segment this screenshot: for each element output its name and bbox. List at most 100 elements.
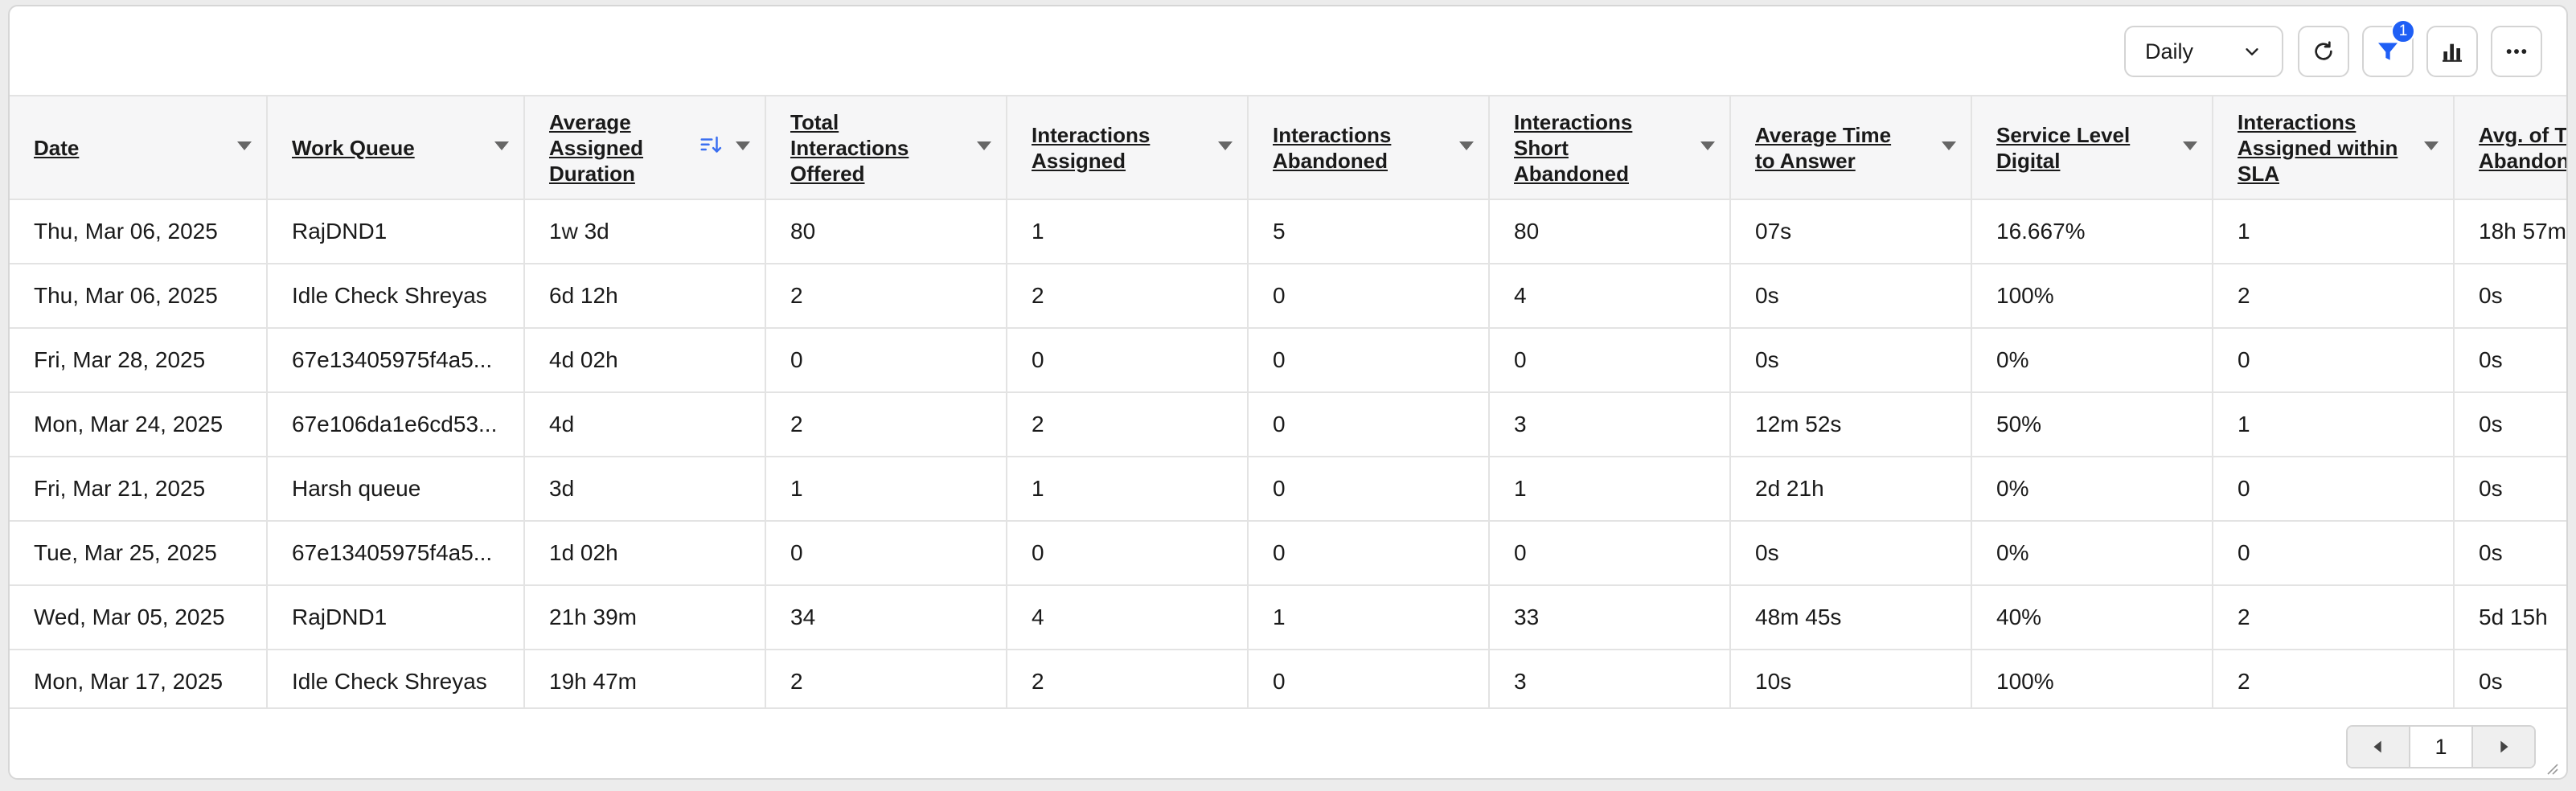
table-cell: 0% xyxy=(1971,328,2213,393)
table-cell: 0 xyxy=(765,521,1007,586)
table-cell: 100% xyxy=(1971,264,2213,329)
column-header-label[interactable]: Interactions Abandoned xyxy=(1273,122,1392,173)
toolbar: Daily 1 xyxy=(10,6,2566,96)
resize-handle-icon[interactable] xyxy=(2547,764,2558,775)
column-header[interactable]: Total Interactions Offered xyxy=(765,96,1007,200)
table-cell: 0 xyxy=(1248,457,1490,522)
table-cell: 21h 39m xyxy=(524,585,766,650)
column-menu-caret-icon[interactable] xyxy=(2183,141,2197,150)
table-cell: 34 xyxy=(765,585,1007,650)
table-cell: 0s xyxy=(2454,264,2566,329)
table-cell: 48m 45s xyxy=(1730,585,1972,650)
column-header-label[interactable]: Interactions Assigned xyxy=(1032,122,1151,173)
caret-right-icon xyxy=(2500,740,2508,753)
table-row[interactable]: Thu, Mar 06, 2025 Idle Check Shreyas 6d 12… xyxy=(10,264,2566,329)
table-cell: Tue, Mar 25, 2025 xyxy=(10,521,268,586)
period-select[interactable]: Daily xyxy=(2124,26,2283,77)
table-cell: Idle Check Shreyas xyxy=(267,264,525,329)
refresh-button[interactable] xyxy=(2298,26,2349,77)
column-header-label[interactable]: Average Assigned Duration xyxy=(549,109,644,186)
table-row[interactable]: Thu, Mar 06, 2025 RajDND1 1w 3d 80 1 5 80 07s 16… xyxy=(10,199,2566,264)
column-header-label[interactable]: Service Level Digital xyxy=(1996,122,2131,173)
caret-left-icon xyxy=(2373,740,2381,753)
table-cell: 0 xyxy=(1248,521,1490,586)
pagination: 1 xyxy=(2346,725,2536,768)
table-row[interactable]: Tue, Mar 25, 2025 67e13405975f4a5... 1d 02… xyxy=(10,521,2566,586)
table-cell: 0s xyxy=(2454,328,2566,393)
chevron-down-icon xyxy=(2246,48,2258,55)
table-cell: Fri, Mar 21, 2025 xyxy=(10,457,268,522)
table-cell: 67e13405975f4a5... xyxy=(267,521,525,586)
table-cell: 0s xyxy=(1730,521,1972,586)
table-cell: Fri, Mar 28, 2025 xyxy=(10,328,268,393)
table-cell: 2 xyxy=(1007,392,1249,457)
table-cell: 4d xyxy=(524,392,766,457)
table-cell: 0 xyxy=(1007,328,1249,393)
table-cell: 19h 47m xyxy=(524,650,766,707)
table-row[interactable]: Wed, Mar 05, 2025 RajDND1 21h 39m 34 4 1 33 48m… xyxy=(10,585,2566,650)
column-header[interactable]: Service Level Digital xyxy=(1971,96,2213,200)
table-cell: 1w 3d xyxy=(524,199,766,264)
column-header[interactable]: Average Assigned Duration xyxy=(524,96,766,200)
chart-view-button[interactable] xyxy=(2426,26,2478,77)
period-select-value: Daily xyxy=(2145,39,2194,64)
table-cell: 4 xyxy=(1489,264,1731,329)
column-header-label[interactable]: Interactions Short Abandoned xyxy=(1514,109,1633,186)
column-menu-caret-icon[interactable] xyxy=(237,141,252,150)
column-menu-caret-icon[interactable] xyxy=(1218,141,1233,150)
table-cell: 12m 52s xyxy=(1730,392,1972,457)
table-cell: 0s xyxy=(2454,457,2566,522)
column-menu-caret-icon[interactable] xyxy=(977,141,991,150)
column-header[interactable]: Interactions Short Abandoned xyxy=(1489,96,1731,200)
table-row[interactable]: Fri, Mar 28, 2025 67e13405975f4a5... 4d 02… xyxy=(10,328,2566,393)
table-cell: 1 xyxy=(765,457,1007,522)
table-cell: 1 xyxy=(1007,199,1249,264)
column-header-label[interactable]: Work Queue xyxy=(292,135,415,160)
table-cell: 3 xyxy=(1489,392,1731,457)
column-menu-caret-icon[interactable] xyxy=(1459,141,1474,150)
column-header-label[interactable]: Total Interactions Offered xyxy=(790,109,909,186)
table-cell: Harsh queue xyxy=(267,457,525,522)
next-page-button[interactable] xyxy=(2473,727,2534,767)
table-cell: Idle Check Shreyas xyxy=(267,650,525,707)
column-header[interactable]: Avg. of T Abandon xyxy=(2454,96,2568,200)
table-row[interactable]: Mon, Mar 17, 2025 Idle Check Shreyas 19h 4… xyxy=(10,650,2566,707)
column-menu-caret-icon[interactable] xyxy=(2424,141,2439,150)
column-header[interactable]: Interactions Assigned within SLA xyxy=(2213,96,2455,200)
current-page[interactable]: 1 xyxy=(2409,727,2473,767)
column-header-label[interactable]: Date xyxy=(34,135,80,160)
table-cell: RajDND1 xyxy=(267,199,525,264)
column-header[interactable]: Work Queue xyxy=(267,96,525,200)
table-cell: 2 xyxy=(765,392,1007,457)
table-cell: 18h 57m xyxy=(2454,199,2566,264)
table-cell: 67e13405975f4a5... xyxy=(267,328,525,393)
table-cell: Wed, Mar 05, 2025 xyxy=(10,585,268,650)
table-cell: 6d 12h xyxy=(524,264,766,329)
column-header-label[interactable]: Avg. of T Abandon xyxy=(2479,122,2568,173)
table-cell: 4 xyxy=(1007,585,1249,650)
table-cell: 0 xyxy=(765,328,1007,393)
header-row: Date Work Queue Average Assigned Duration T… xyxy=(10,96,2568,200)
column-menu-caret-icon[interactable] xyxy=(1942,141,1956,150)
table-cell: 2 xyxy=(2213,264,2455,329)
column-menu-caret-icon[interactable] xyxy=(494,141,509,150)
column-menu-caret-icon[interactable] xyxy=(736,141,750,150)
previous-page-button[interactable] xyxy=(2348,727,2409,767)
column-header[interactable]: Average Time to Answer xyxy=(1730,96,1972,200)
column-header[interactable]: Interactions Abandoned xyxy=(1248,96,1490,200)
report-table: Date Work Queue Average Assigned Duration T… xyxy=(10,96,2568,707)
sort-descending-icon[interactable] xyxy=(699,133,723,158)
table-cell: 0s xyxy=(1730,264,1972,329)
column-header-label[interactable]: Interactions Assigned within SLA xyxy=(2238,109,2398,186)
bar-chart-icon xyxy=(2443,43,2462,62)
table-row[interactable]: Mon, Mar 24, 2025 67e106da1e6cd53... 4d 2 2 0… xyxy=(10,392,2566,457)
table-cell: 40% xyxy=(1971,585,2213,650)
table-cell: 0s xyxy=(2454,392,2566,457)
table-row[interactable]: Fri, Mar 21, 2025 Harsh queue 3d 1 1 0 1 2d 21h… xyxy=(10,457,2566,522)
column-header[interactable]: Interactions Assigned xyxy=(1007,96,1249,200)
filter-icon xyxy=(2378,43,2398,60)
column-header-label[interactable]: Average Time to Answer xyxy=(1755,122,1892,173)
column-menu-caret-icon[interactable] xyxy=(1700,141,1715,150)
more-options-button[interactable] xyxy=(2491,26,2542,77)
column-header[interactable]: Date xyxy=(10,96,268,200)
